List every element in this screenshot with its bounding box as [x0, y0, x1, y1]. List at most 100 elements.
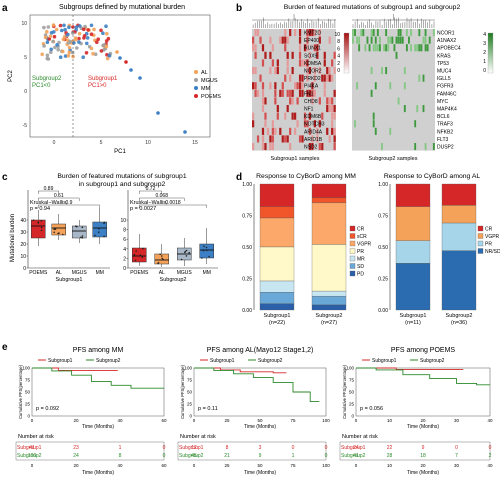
- heatmap-cell: [381, 143, 383, 151]
- heatmap-cell: [376, 29, 379, 37]
- dendrogram-left: [252, 14, 336, 28]
- heatmap-cell: [323, 59, 326, 67]
- gene-label: FLT3: [437, 137, 449, 143]
- scatter-point: [52, 34, 57, 39]
- scatter-point: [77, 36, 81, 41]
- bar-segment-pd: [311, 304, 347, 311]
- heatmap-cell: [321, 74, 324, 82]
- gene-label: NCOR1: [437, 31, 455, 37]
- heatmap-cell: [306, 120, 309, 128]
- scatter-point: [138, 76, 142, 80]
- scatter-points: [40, 23, 187, 134]
- colorbar-tick: 2: [483, 50, 486, 56]
- heatmap-cell: [414, 44, 417, 52]
- y-tick-label: 10: [20, 254, 26, 260]
- scatter-point: [93, 52, 98, 56]
- heatmap-cell: [328, 36, 331, 44]
- bar-n-label: (n=11): [405, 320, 421, 326]
- risk-x-tick-label: 50: [257, 463, 263, 468]
- scatter-point: [47, 37, 52, 41]
- heatmap-cell: [318, 120, 321, 128]
- heatmap-cell: [318, 36, 321, 44]
- bar-segment-vgpr: [259, 217, 295, 248]
- heatmap-cell: [356, 36, 359, 44]
- heatmap-cell: [374, 82, 377, 90]
- jitter-point: [135, 250, 137, 252]
- heatmap-cell: [291, 97, 294, 105]
- gene-label: A1NAX2: [437, 38, 456, 44]
- risk-table-title: Number at risk: [180, 434, 216, 440]
- colorbar-tick: 0: [483, 68, 486, 74]
- a-xtick: 5: [100, 140, 103, 146]
- heatmap-cell: [301, 74, 304, 82]
- risk-label-sub2: Subgroup2: [341, 453, 366, 459]
- heatmap-cell: [424, 29, 427, 37]
- gene-label: NCOR2: [304, 69, 322, 75]
- legend-label: PD: [357, 272, 364, 278]
- heatmap-cell: [254, 29, 257, 37]
- heatmap-cell: [286, 67, 289, 75]
- km-title: PFS among MM: [73, 347, 124, 354]
- risk-count-sub1: 3: [259, 445, 262, 451]
- scatter-point: [105, 56, 110, 61]
- heatmap-cell: [274, 67, 277, 75]
- scatter-point: [43, 35, 48, 40]
- bar-segment-cr: [259, 183, 295, 207]
- km-x-tick-label: 20: [73, 418, 79, 423]
- km-curve-subgroup2: [356, 367, 490, 386]
- heatmap-cell: [306, 29, 309, 37]
- y-tick-label: 1.00: [378, 182, 388, 188]
- jitter-point: [103, 235, 105, 238]
- panel-c-ylabel: Mutational burden: [10, 214, 16, 262]
- y-tick-label: 20: [20, 242, 26, 248]
- heatmap-cell: [424, 36, 427, 44]
- heatmap-cell: [395, 36, 398, 44]
- risk-xlabel: Time (Months): [82, 470, 114, 476]
- heatmap-cell: [326, 67, 329, 75]
- jitter-point: [62, 233, 64, 236]
- heatmap-cell: [281, 36, 284, 44]
- x-tick-label: AL: [159, 270, 165, 276]
- legend-swatch: [349, 255, 356, 262]
- heatmap-cell: [333, 143, 336, 151]
- risk-count-sub1: 12: [191, 445, 197, 451]
- label-subgroup1: Subgroup1: [88, 76, 118, 82]
- label-subgroup2-rule: PC1<0: [32, 83, 51, 89]
- km-ylabel: Cumulative PFS(percentage): [342, 364, 347, 419]
- heatmap-cell: [410, 44, 412, 52]
- heatmap-cell: [352, 36, 354, 44]
- panel-c-title-2: in subgroup1 and subgroup2: [79, 181, 166, 188]
- heatmap-cell: [264, 143, 267, 151]
- jitter-point: [141, 256, 144, 258]
- heatmap-cell: [378, 44, 381, 52]
- heatmap-cell: [333, 127, 336, 135]
- risk-table-title: Number at risk: [342, 434, 378, 440]
- risk-count-sub2: 41: [353, 453, 359, 459]
- heatmap-cell: [291, 51, 294, 59]
- heatmap-cell: [331, 105, 334, 113]
- jitter-point: [54, 228, 57, 230]
- scatter-point: [85, 41, 89, 46]
- jitter-point: [201, 257, 203, 259]
- legend-label-poems: POEMS: [201, 94, 221, 100]
- heatmap-cell: [261, 127, 265, 135]
- heatmap-cell: [316, 44, 319, 52]
- heatmap-cell: [296, 120, 299, 128]
- gene-label: NFKB2: [437, 129, 453, 135]
- heatmap-cell: [264, 97, 267, 105]
- bar-segment-cr: [311, 183, 347, 199]
- heatmap-cell: [424, 143, 427, 151]
- jitter-point: [161, 257, 163, 260]
- risk-count-sub2: 0: [163, 453, 166, 459]
- heatmap-cell: [331, 127, 334, 135]
- heatmap-cell: [306, 67, 309, 75]
- risk-count-sub2: 18: [420, 453, 426, 459]
- heatmap-cell: [254, 82, 257, 90]
- panel-b-xlabel-right: Subgroup2 samples: [369, 156, 418, 162]
- risk-count-sub1: 0: [325, 445, 328, 451]
- heatmap-cell: [259, 74, 262, 82]
- kruskal-wallis-label: Kruskal−Wallis,: [30, 200, 68, 206]
- scatter-point: [74, 25, 79, 30]
- gene-label: EP400: [304, 38, 319, 44]
- group-label: Subgroup1: [56, 277, 83, 283]
